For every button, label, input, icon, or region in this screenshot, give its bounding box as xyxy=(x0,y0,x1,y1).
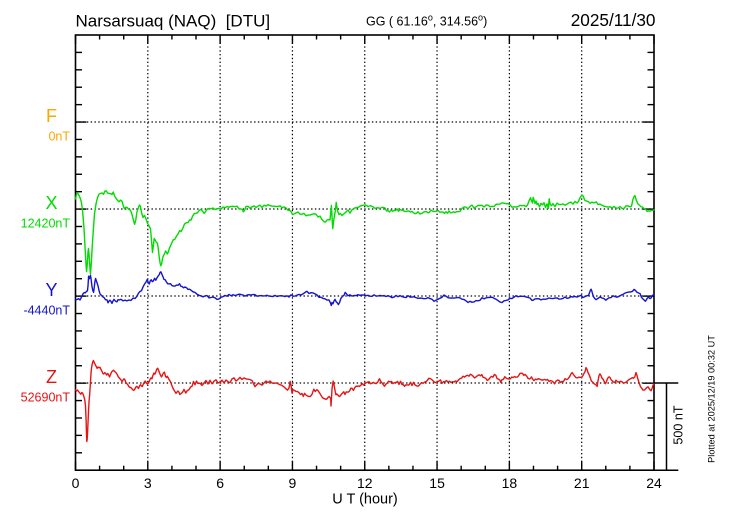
svg-text:24: 24 xyxy=(646,475,662,491)
svg-text:2025/11/30: 2025/11/30 xyxy=(571,10,656,30)
svg-text:12: 12 xyxy=(357,475,373,491)
svg-text:9: 9 xyxy=(289,475,297,491)
svg-text:U T (hour): U T (hour) xyxy=(332,492,398,508)
svg-text:Narsarsuaq (NAQ) [DTU]: Narsarsuaq (NAQ) [DTU] xyxy=(76,11,271,30)
svg-text:18: 18 xyxy=(502,475,518,491)
svg-text:-4440nT: -4440nT xyxy=(23,304,70,318)
svg-text:0: 0 xyxy=(72,475,80,491)
svg-text:Y: Y xyxy=(45,280,57,300)
svg-text:Z: Z xyxy=(46,367,57,387)
svg-text:GG ( 61.16o, 314.56o): GG ( 61.16o, 314.56o) xyxy=(366,13,487,29)
svg-text:21: 21 xyxy=(574,475,590,491)
svg-text:F: F xyxy=(46,106,57,126)
svg-text:3: 3 xyxy=(144,475,152,491)
svg-text:Plotted at 2025/12/19 00:32 UT: Plotted at 2025/12/19 00:32 UT xyxy=(707,335,717,463)
svg-text:X: X xyxy=(45,193,57,213)
svg-text:500 nT: 500 nT xyxy=(672,405,686,445)
svg-text:52690nT: 52690nT xyxy=(21,391,71,405)
svg-text:0nT: 0nT xyxy=(48,130,70,144)
svg-text:6: 6 xyxy=(216,475,224,491)
svg-text:15: 15 xyxy=(429,475,445,491)
svg-text:12420nT: 12420nT xyxy=(21,217,71,231)
